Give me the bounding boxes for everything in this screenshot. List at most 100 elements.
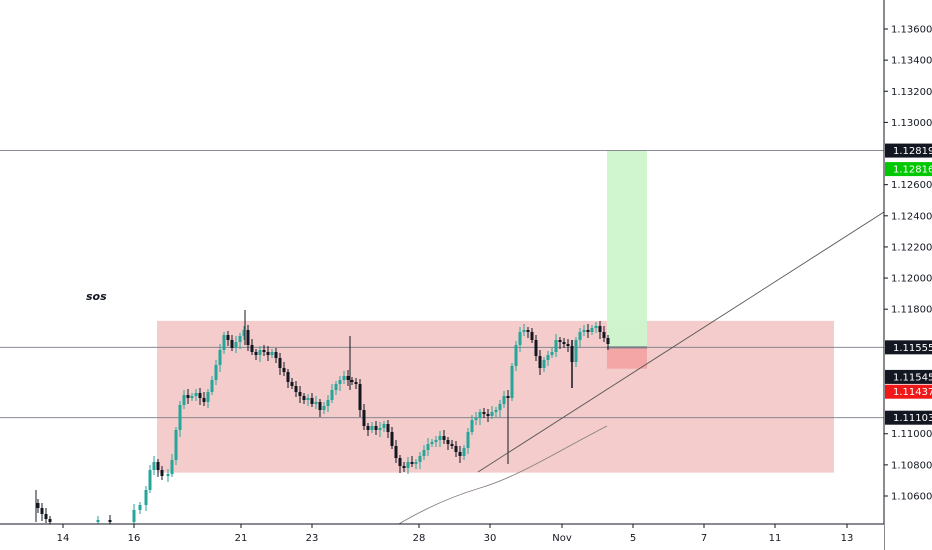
candle: [170, 454, 174, 477]
profit-zone[interactable]: [607, 150, 647, 348]
candle: [454, 441, 458, 457]
candle: [298, 386, 302, 403]
candle: [178, 401, 182, 437]
y-tick-label-10: 1.10800: [891, 460, 932, 471]
candle: [458, 446, 462, 463]
candle: [586, 324, 590, 338]
y-tick-label-1: 1.13400: [891, 56, 932, 67]
y-tick-label-3: 1.13000: [891, 118, 932, 129]
candle: [606, 335, 610, 350]
candle: [326, 395, 330, 412]
x-tick-label-8: 7: [701, 533, 707, 544]
candle: [194, 389, 198, 401]
candle: [394, 440, 398, 463]
price-tag-label-3: 06:35: [893, 360, 922, 371]
candle: [294, 381, 298, 397]
candle: [242, 326, 246, 340]
loss-zone[interactable]: [607, 347, 647, 369]
candle: [362, 404, 366, 430]
candle: [138, 502, 142, 514]
trendline[interactable]: [477, 211, 885, 473]
y-tick-label-0: 1.13600: [891, 25, 932, 36]
price-tag-0[interactable]: 1.12819: [885, 143, 932, 158]
candle: [302, 393, 306, 404]
candle: [270, 349, 274, 358]
candle: [354, 378, 358, 389]
candle: [598, 321, 602, 339]
price-tag-1[interactable]: 1.12816: [885, 162, 932, 177]
candle: [148, 465, 152, 493]
candle: [338, 376, 342, 391]
candle: [602, 326, 606, 342]
candle: [498, 400, 502, 417]
price-tag-label-1: 1.12816: [893, 165, 932, 176]
candle: [566, 339, 570, 352]
candle: [238, 333, 242, 349]
candle: [182, 390, 186, 409]
price-tag-4[interactable]: 1.11545: [885, 369, 932, 384]
candle: [490, 406, 494, 419]
candle: [174, 427, 178, 465]
sos-annotation[interactable]: sos: [86, 290, 107, 303]
candle: [290, 378, 294, 389]
candle: [230, 335, 234, 351]
candle: [442, 430, 446, 444]
y-tick-label-7: 1.12000: [891, 274, 932, 285]
price-tag-label-4: 1.11545: [893, 372, 932, 383]
candle: [210, 376, 214, 395]
price-tag-label-0: 1.12819: [893, 146, 932, 157]
y-tick-label-4: 1.12600: [891, 180, 932, 191]
candle: [510, 363, 514, 401]
x-tick-label-3: 23: [306, 533, 319, 544]
candle: [278, 353, 282, 375]
candle: [386, 420, 390, 438]
candle: [534, 335, 538, 361]
candle: [44, 508, 48, 523]
price-tag-6[interactable]: 1.11103: [885, 410, 932, 425]
candle: [594, 322, 598, 333]
candle: [166, 469, 170, 482]
candle: [466, 428, 470, 454]
candle: [160, 466, 164, 480]
candle: [554, 334, 558, 357]
candle: [426, 438, 430, 456]
candle: [542, 357, 546, 372]
time-axis[interactable]: [0, 524, 884, 550]
candle: [546, 351, 550, 366]
candle: [366, 423, 370, 436]
candle: [434, 436, 438, 447]
candle: [494, 407, 498, 417]
candle: [478, 409, 482, 425]
x-tick-label-0: 14: [57, 533, 70, 544]
candle: [402, 462, 406, 472]
price-tag-label-6: 1.11103: [893, 413, 932, 424]
price-tag-5[interactable]: 1.11437: [885, 384, 932, 399]
candle: [502, 391, 506, 408]
range-zone[interactable]: [157, 320, 834, 473]
candle: [518, 327, 522, 352]
candle: [422, 445, 426, 460]
candle: [250, 339, 254, 355]
candle: [538, 350, 542, 375]
x-tick-label-9: 11: [769, 533, 782, 544]
candle: [156, 459, 160, 477]
candle: [558, 337, 562, 349]
candle: [206, 389, 210, 408]
candle: [258, 346, 262, 362]
candle: [462, 445, 466, 460]
x-tick-label-4: 28: [413, 533, 426, 544]
candle: [358, 379, 362, 417]
candle: [262, 345, 266, 356]
candle: [218, 344, 222, 372]
candle: [470, 415, 474, 435]
price-axis[interactable]: [884, 0, 932, 550]
price-tag-2[interactable]: 1.11555: [885, 340, 932, 355]
x-tick-label-5: 30: [484, 533, 497, 544]
candle: [342, 371, 346, 384]
price-tag-3[interactable]: 06:35: [885, 357, 932, 372]
candle: [222, 332, 226, 354]
candle: [410, 456, 414, 467]
candle: [382, 421, 386, 432]
candle: [574, 337, 578, 367]
